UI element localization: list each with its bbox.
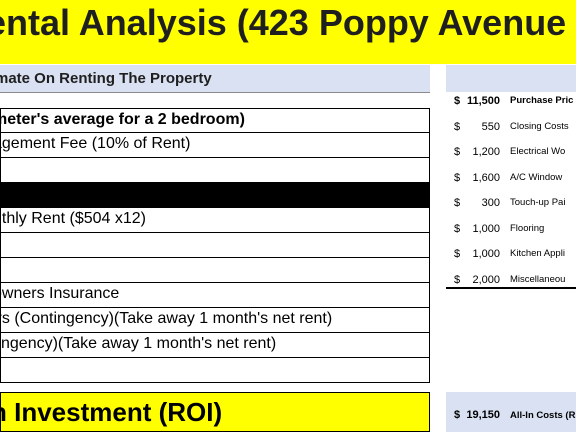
dollar-sign: $ [454,409,461,421]
dollar-sign: $ [454,171,461,184]
dollar-sign: $ [454,95,461,107]
table-row: agement Fee (10% of Rent) [0,133,430,158]
cost-row: $ 1,600 A/C Window [446,169,576,195]
table-row: nthly Rent ($504 x12) [0,208,430,233]
cost-amount: 300 [481,197,500,209]
row-label: s [0,235,1,253]
table-row [0,258,430,283]
table-row [0,358,430,383]
table-row: owners Insurance [0,283,430,308]
cost-amount: 1,600 [472,171,500,184]
table-row: tingency)(Take away 1 month's net rent) [0,333,430,358]
cost-amount: 1,000 [472,222,500,235]
table-row [0,158,430,183]
costs-table: $ 11,500 Purchase Pric $ 550 Closing Cos… [446,92,576,296]
dollar-sign: $ [454,222,461,235]
right-section-header [446,65,576,92]
row-label: owners Insurance [0,285,120,302]
row-label: irs (Contingency)(Take away 1 month's ne… [0,310,333,327]
row-label: agement Fee (10% of Rent) [0,135,191,152]
title-banner: ental Analysis (423 Poppy Avenue [0,0,576,64]
cost-amount: 2,000 [472,273,500,286]
row-label: tingency)(Take away 1 month's net rent) [0,335,277,352]
table-row: s [0,233,430,258]
cost-row: $ 1,000 Flooring [446,220,576,246]
total-description: All-In Costs (R [510,410,576,421]
dollar-sign: $ [454,146,461,158]
left-section-header: mate On Renting The Property [0,65,430,93]
dollar-sign: $ [454,197,461,209]
cost-description: A/C Window [510,171,563,183]
cost-description: Kitchen Appli [510,248,565,259]
cost-description: Purchase Pric [510,95,574,106]
left-header-label: mate On Renting The Property [0,70,212,87]
cost-description: Closing Costs [510,120,569,132]
row-label: meter's average for a 2 bedroom) [0,111,245,128]
row-label: nthly Rent ($504 x12) [0,210,146,227]
cost-row: $ 1,200 Electrical Wo [446,143,576,169]
total-amount: 19,150 [466,409,500,421]
cost-amount: 550 [481,120,500,133]
cost-row: $ 300 Touch-up Pai [446,194,576,220]
dollar-sign: $ [454,273,461,286]
total-divider [446,287,576,289]
table-row: irs (Contingency)(Take away 1 month's ne… [0,308,430,333]
cost-row: $ 550 Closing Costs [446,118,576,144]
cost-amount: 1,000 [472,248,500,260]
page-title: ental Analysis (423 Poppy Avenue [0,2,567,43]
rental-estimate-table: meter's average for a 2 bedroom) agement… [0,108,430,383]
cost-description: Electrical Wo [510,146,566,157]
all-in-cost-row: $ 19,150 All-In Costs (R [446,392,576,432]
table-row: meter's average for a 2 bedroom) [0,108,430,133]
table-row-divider [0,183,430,208]
cost-row: $ 11,500 Purchase Pric [446,92,576,118]
cost-description: Miscellaneou [510,273,566,285]
roi-label: n Investment (ROI) [0,397,223,427]
dollar-sign: $ [454,248,461,260]
cost-row: $ 1,000 Kitchen Appli [446,245,576,271]
cost-amount: 1,200 [472,146,500,158]
cost-description: Flooring [510,222,545,234]
cost-row: $ 2,000 Miscellaneou [446,271,576,297]
dollar-sign: $ [454,120,461,133]
cost-amount: 11,500 [466,95,500,107]
cost-description: Touch-up Pai [510,197,566,208]
roi-row: n Investment (ROI) [0,392,430,432]
